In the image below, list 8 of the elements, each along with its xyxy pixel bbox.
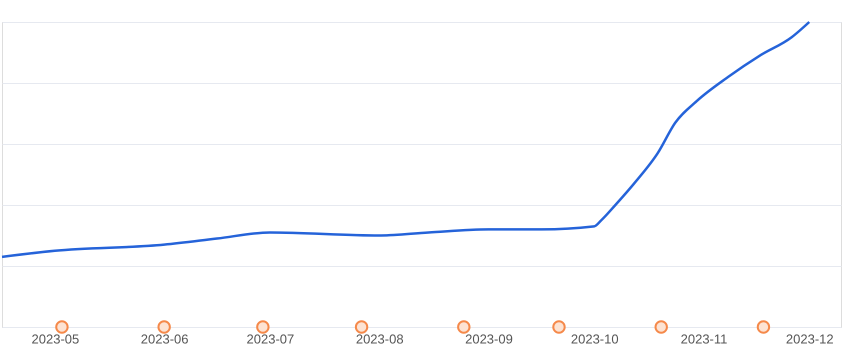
x-tick-label: 2023-08: [356, 332, 404, 346]
x-tick-label: 2023-05: [32, 332, 80, 346]
x-tick-label: 2023-11: [680, 332, 728, 346]
x-tick-label: 2023-12: [786, 332, 834, 346]
x-tick-label: 2023-07: [246, 332, 294, 346]
x-tick-label: 2023-09: [465, 332, 513, 346]
x-tick-label: 2023-06: [140, 332, 189, 346]
x-tick-label: 2023-10: [570, 332, 619, 346]
